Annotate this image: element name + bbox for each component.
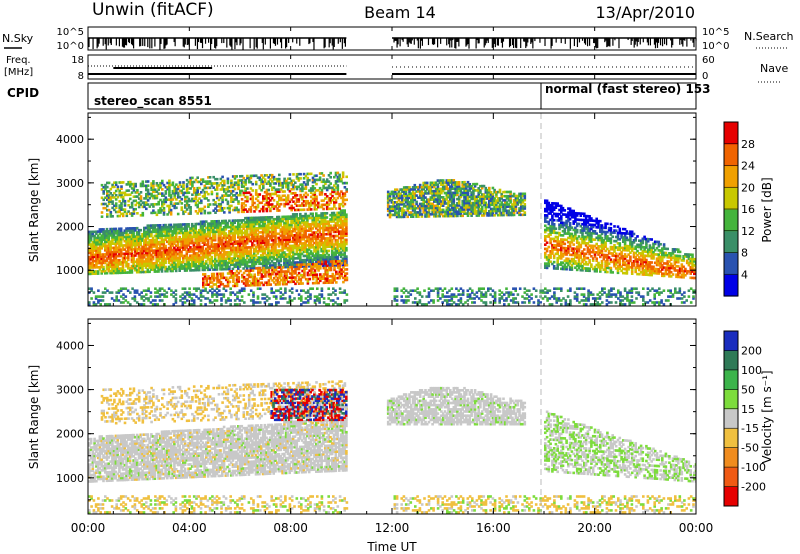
colorbar-tick-label: 50	[741, 383, 755, 396]
velocity-y-axis: 1000 2000 3000 4000	[56, 322, 696, 501]
x-tick-label: 00:00	[679, 521, 714, 535]
colorbar-segment	[724, 408, 738, 429]
colorbar-tick-label: 20	[741, 181, 755, 194]
y-tick-label: 3000	[56, 384, 84, 397]
freq-tick-bottom: 8	[78, 71, 84, 82]
colorbar-segment	[724, 428, 738, 449]
power-heatmap	[88, 171, 696, 306]
power-colorbar-label: Power [dB]	[760, 177, 774, 242]
colorbar-tick-label: 8	[741, 247, 748, 260]
power-ylabel: Slant Range [km]	[27, 158, 41, 262]
colorbar-tick-label: 28	[741, 138, 755, 151]
time-x-axis: 00:00 04:00 08:00 12:00 16:00 20:00 00:00	[71, 27, 714, 535]
power-colorbar: 28 24 20 16 12 8 4	[723, 121, 755, 297]
x-tick-label: 08:00	[273, 521, 308, 535]
colorbar-segment	[724, 486, 738, 507]
colorbar-segment	[724, 389, 738, 410]
x-axis-label: Time UT	[366, 540, 417, 554]
colorbar-segment	[724, 209, 738, 232]
colorbar-segment	[724, 252, 738, 275]
colorbar-tick-label: -50	[741, 442, 759, 455]
colorbar-segment	[724, 467, 738, 487]
x-tick-label: 12:00	[375, 521, 410, 535]
y-tick-label: 3000	[56, 177, 84, 190]
velocity-ylabel: Slant Range [km]	[27, 365, 41, 469]
nave-tick-top: 60	[702, 55, 715, 66]
colorbar-tick-label: 100	[741, 364, 762, 377]
colorbar-segment	[724, 143, 738, 167]
colorbar-tick-label: -200	[741, 481, 766, 494]
power-y-axis: 1000 2000 3000 4000	[56, 116, 696, 293]
y-tick-label: 2000	[56, 428, 84, 441]
colorbar-tick-label: 15	[741, 403, 755, 416]
cpid-strip: CPID stereo_scan 8551 normal (fast stere…	[7, 82, 711, 110]
x-tick-label: 04:00	[172, 521, 207, 535]
freq-lines	[88, 65, 696, 75]
nsearch-label: N.Search	[744, 30, 794, 43]
colorbar-segment	[724, 447, 738, 468]
radar-title: Unwin (fitACF)	[92, 0, 214, 20]
velocity-colorbar: 200 100 50 15 -15 -50 -100 -200	[723, 330, 766, 507]
x-tick-label: 00:00	[71, 521, 106, 535]
beam-label: Beam 14	[364, 3, 436, 22]
nsky-bars	[88, 37, 697, 50]
nsearch-tick-bottom: 10^0	[702, 41, 729, 52]
date-label: 13/Apr/2010	[595, 3, 695, 22]
colorbar-tick-label: 16	[741, 203, 755, 216]
colorbar-tick-label: 200	[741, 344, 762, 357]
colorbar-segment	[724, 187, 738, 210]
power-panel: 1000 2000 3000 4000 Slant Range [km]	[27, 112, 697, 307]
colorbar-tick-label: 24	[741, 160, 755, 173]
y-tick-label: 4000	[56, 339, 84, 352]
colorbar-segment	[724, 350, 738, 371]
nsky-label: N.Sky	[2, 32, 34, 45]
cpid-mode-normal: normal (fast stereo) 153	[545, 82, 711, 96]
colorbar-segment	[724, 369, 738, 390]
velocity-heatmap	[88, 380, 696, 514]
velocity-panel: 1000 2000 3000 4000 Slant Range [km]	[27, 318, 697, 515]
y-tick-label: 1000	[56, 472, 84, 485]
colorbar-tick-label: -15	[741, 422, 759, 435]
y-tick-label: 2000	[56, 221, 84, 234]
colorbar-segment	[724, 274, 738, 297]
nave-label: Nave	[760, 62, 788, 75]
nsky-tick-top: 10^5	[57, 27, 84, 38]
colorbar-tick-label: -100	[741, 461, 766, 474]
colorbar-segment	[724, 165, 738, 188]
freq-units: [MHz]	[4, 67, 33, 78]
x-tick-label: 20:00	[577, 521, 612, 535]
x-tick-label: 16:00	[476, 521, 511, 535]
cpid-label: CPID	[7, 86, 39, 100]
colorbar-segment	[724, 230, 738, 254]
colorbar-segment	[724, 122, 738, 145]
nave-tick-bottom: 0	[702, 71, 708, 82]
nsearch-tick-top: 10^5	[702, 27, 729, 38]
freq-tick-top: 18	[71, 55, 84, 66]
colorbar-tick-label: 4	[741, 268, 748, 281]
colorbar-segment	[724, 331, 738, 351]
freq-label: Freq.	[6, 55, 31, 66]
nsky-tick-bottom: 10^0	[57, 41, 84, 52]
nsky-strip: N.Sky 10^5 10^0 10^5 10^0 N.Search	[2, 26, 794, 52]
velocity-colorbar-label: Velocity [m s⁻¹]	[760, 370, 774, 463]
y-tick-label: 1000	[56, 264, 84, 277]
colorbar-tick-label: 12	[741, 225, 755, 238]
y-tick-label: 4000	[56, 133, 84, 146]
cpid-mode-stereo: stereo_scan 8551	[94, 94, 212, 109]
